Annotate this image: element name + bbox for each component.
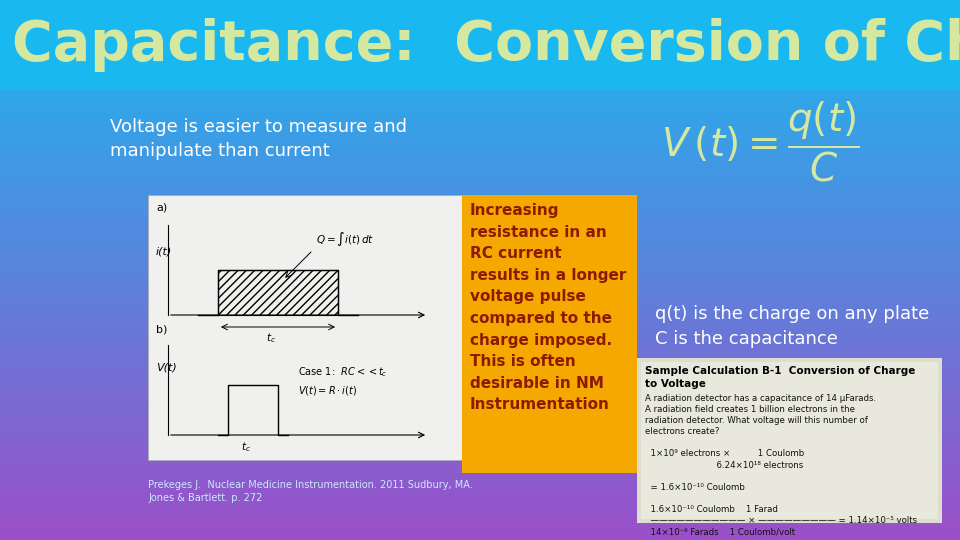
Text: $t_c$: $t_c$ bbox=[241, 440, 251, 454]
Bar bbox=[148, 195, 478, 460]
Text: $t_c$: $t_c$ bbox=[266, 331, 276, 345]
Text: Increasing
resistance in an
RC current
results in a longer
voltage pulse
compare: Increasing resistance in an RC current r… bbox=[470, 203, 626, 413]
Text: Case 1:  $RC << t_c$
$V(t) = R \cdot i(t)$: Case 1: $RC << t_c$ $V(t) = R \cdot i(t)… bbox=[298, 365, 388, 396]
Text: Capacitance:  Conversion of Charge to Voltage: Capacitance: Conversion of Charge to Vol… bbox=[12, 18, 960, 72]
Bar bbox=[637, 358, 942, 523]
Bar bbox=[462, 195, 637, 473]
Text: V(t): V(t) bbox=[156, 363, 177, 373]
Bar bbox=[641, 362, 938, 519]
Text: A radiation detector has a capacitance of 14 μFarads.
A radiation field creates : A radiation detector has a capacitance o… bbox=[645, 394, 917, 540]
Text: i(t): i(t) bbox=[156, 247, 172, 257]
Text: $V\,(t) = \dfrac{q(t)}{C}$: $V\,(t) = \dfrac{q(t)}{C}$ bbox=[660, 100, 859, 184]
Text: Voltage is easier to measure and
manipulate than current: Voltage is easier to measure and manipul… bbox=[110, 118, 407, 160]
Text: Prekeges J.  Nuclear Medicine Instrumentation. 2011 Sudbury, MA.
Jones & Bartlet: Prekeges J. Nuclear Medicine Instrumenta… bbox=[148, 480, 472, 503]
Text: Sample Calculation B-1  Conversion of Charge
to Voltage: Sample Calculation B-1 Conversion of Cha… bbox=[645, 366, 916, 389]
Text: a): a) bbox=[156, 203, 167, 213]
Text: b): b) bbox=[156, 325, 167, 335]
Bar bbox=[0, 0, 960, 88]
Text: q(t) is the charge on any plate
C is the capacitance: q(t) is the charge on any plate C is the… bbox=[655, 305, 929, 348]
Text: $Q = \int i(t)\, dt$: $Q = \int i(t)\, dt$ bbox=[316, 230, 374, 248]
